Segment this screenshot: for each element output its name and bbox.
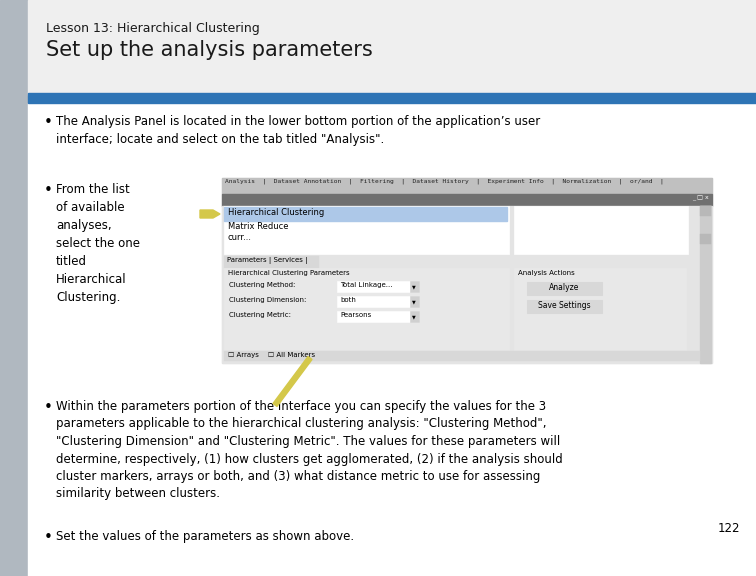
Text: Clustering Dimension:: Clustering Dimension: — [229, 297, 306, 303]
Text: •: • — [44, 183, 53, 198]
Bar — [224, 268, 509, 350]
Text: Hierarchical Clustering Parameters: Hierarchical Clustering Parameters — [228, 270, 349, 276]
Text: •: • — [44, 115, 53, 130]
Bar — [700, 234, 711, 244]
FancyArrow shape — [200, 210, 220, 218]
Text: Pearsons: Pearsons — [340, 312, 371, 318]
Bar — [527, 282, 602, 295]
Bar — [527, 300, 602, 313]
Bar — [224, 206, 509, 254]
Text: Analysis  |  Dataset Annotation  |  Filtering  |  Dataset History  |  Experiment: Analysis | Dataset Annotation | Filterin… — [225, 179, 664, 184]
Bar — [337, 296, 419, 307]
Text: _ □ x: _ □ x — [692, 195, 709, 200]
Bar — [700, 206, 711, 363]
Bar — [222, 178, 712, 363]
Text: Parameters | Services |: Parameters | Services | — [227, 257, 308, 264]
Bar — [28, 103, 756, 576]
Text: ▼: ▼ — [412, 314, 416, 319]
Bar — [410, 281, 419, 292]
Text: ▼: ▼ — [412, 299, 416, 304]
FancyArrow shape — [273, 357, 312, 407]
Bar — [337, 281, 419, 292]
Bar — [514, 268, 686, 350]
Text: Set up the analysis parameters: Set up the analysis parameters — [46, 40, 373, 60]
Bar — [410, 311, 419, 322]
Text: Analyze: Analyze — [549, 283, 579, 293]
Text: Total Linkage...: Total Linkage... — [340, 282, 392, 288]
Text: Clustering Method:: Clustering Method: — [229, 282, 296, 288]
Text: ▼: ▼ — [412, 284, 416, 289]
Bar — [224, 207, 507, 221]
Text: Lesson 13: Hierarchical Clustering: Lesson 13: Hierarchical Clustering — [46, 22, 260, 35]
Bar — [700, 206, 711, 216]
Bar — [514, 206, 688, 254]
Text: both: both — [340, 297, 356, 303]
Text: ☐ Arrays    ☐ All Markers: ☐ Arrays ☐ All Markers — [228, 352, 315, 358]
Bar — [222, 194, 712, 206]
Text: 122: 122 — [718, 522, 740, 535]
Bar — [0, 0, 28, 576]
Bar — [224, 256, 319, 268]
Bar — [224, 351, 700, 361]
Bar — [222, 178, 712, 194]
Bar — [337, 311, 419, 322]
Text: Clustering Metric:: Clustering Metric: — [229, 312, 291, 318]
Bar — [28, 93, 756, 103]
Text: curr...: curr... — [228, 233, 252, 242]
Bar — [28, 0, 756, 95]
Text: Matrix Reduce: Matrix Reduce — [228, 222, 289, 231]
Text: Set the values of the parameters as shown above.: Set the values of the parameters as show… — [56, 530, 354, 543]
Text: Save Settings: Save Settings — [538, 301, 590, 310]
Text: From the list
of available
analyses,
select the one
titled
Hierarchical
Clusteri: From the list of available analyses, sel… — [56, 183, 140, 304]
Text: Analysis Actions: Analysis Actions — [518, 270, 575, 276]
Text: •: • — [44, 400, 53, 415]
Text: Hierarchical Clustering: Hierarchical Clustering — [228, 208, 324, 217]
Text: The Analysis Panel is located in the lower bottom portion of the application’s u: The Analysis Panel is located in the low… — [56, 115, 541, 146]
Text: •: • — [44, 530, 53, 545]
Text: Within the parameters portion of the interface you can specify the values for th: Within the parameters portion of the int… — [56, 400, 562, 501]
Bar — [222, 206, 712, 363]
Bar — [410, 296, 419, 307]
